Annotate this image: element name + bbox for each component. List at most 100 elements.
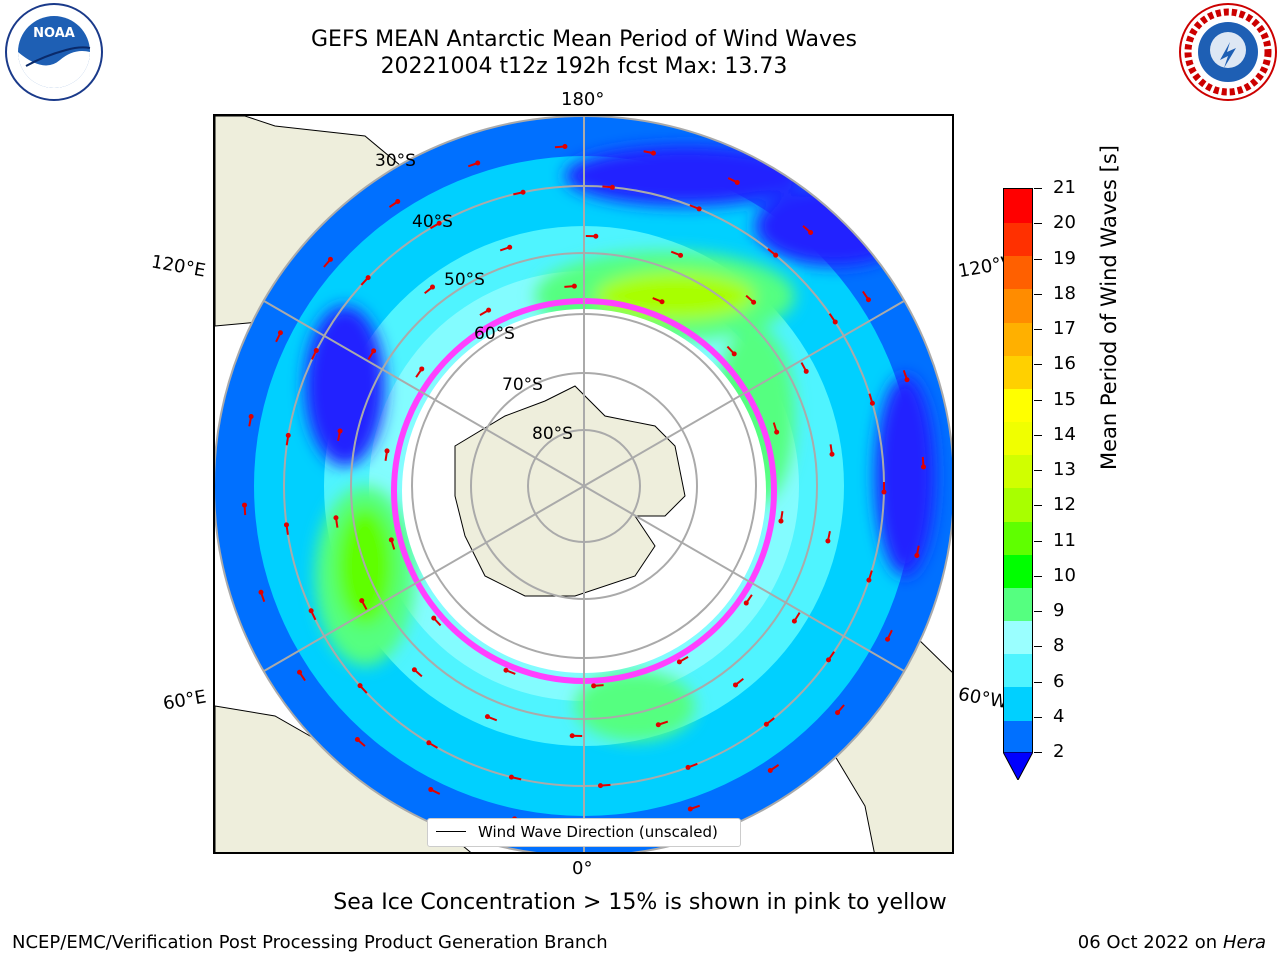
wind-wave-arrow-head [763, 721, 769, 727]
colorbar-tick [1034, 540, 1042, 542]
colorbar-tick-label: 19 [1053, 247, 1076, 269]
meridian-label-60w: 60°W [956, 683, 1010, 714]
wind-wave-arrow-head [562, 143, 568, 149]
colorbar-tick-label: 8 [1053, 635, 1065, 657]
wind-wave-arrow-head [436, 220, 442, 226]
wind-wave-arrow-head [426, 740, 432, 746]
meridian-label-60e: 60°E [161, 686, 208, 715]
wind-wave-arrow-head [354, 737, 360, 743]
wind-wave-arrow-head [914, 552, 920, 558]
colorbar-tick [1034, 575, 1042, 577]
sea-ice-note: Sea Ice Concentration > 15% is shown in … [333, 890, 947, 915]
wind-wave-arrow-head [591, 683, 597, 689]
wind-wave-arrow-head [731, 351, 737, 357]
colorbar-segment [1004, 255, 1032, 290]
colorbar-tick-label: 18 [1053, 282, 1076, 304]
wind-wave-arrow-head [371, 348, 377, 354]
colorbar-segment [1004, 288, 1032, 323]
wind-wave-arrow-head [597, 783, 603, 789]
wind-wave-arrow-head [357, 683, 363, 689]
wind-wave-arrow-head [829, 451, 835, 457]
colorbar-segment [1004, 487, 1032, 522]
wind-wave-arrow-head [484, 714, 490, 720]
wind-wave-arrow-head [486, 307, 492, 313]
wind-wave-arrow-head [865, 297, 871, 303]
colorbar-tick [1034, 223, 1042, 225]
wind-wave-arrow-head [866, 577, 872, 583]
colorbar-segment [1004, 587, 1032, 622]
colorbar-tick [1034, 646, 1042, 648]
meridian-label-0: 0° [572, 858, 593, 879]
colorbar-segment [1004, 454, 1032, 489]
wind-wave-arrow-head [475, 160, 481, 166]
colorbar-tick-label: 9 [1053, 600, 1065, 621]
colorbar-segment [1004, 354, 1032, 389]
wind-wave-arrow-head [676, 659, 682, 665]
wind-wave-arrow-head [285, 432, 291, 438]
wind-wave-arrow-head [337, 428, 343, 434]
colorbar-tick [1034, 399, 1042, 401]
colorbar-tick [1034, 434, 1042, 436]
polar-map [213, 114, 954, 854]
footer-date: 06 Oct 2022 on Hera [1078, 932, 1266, 953]
wind-wave-arrow-head [277, 330, 283, 336]
graticule [215, 116, 952, 852]
footer-host: Hera [1222, 932, 1266, 953]
wind-wave-arrow-head [921, 464, 927, 470]
colorbar-tick-label: 10 [1053, 564, 1076, 586]
wind-wave-arrow-head [507, 244, 513, 250]
wind-wave-arrow-head [248, 414, 254, 420]
colorbar-segment [1004, 553, 1032, 588]
wind-wave-arrow-head [327, 256, 333, 262]
legend-line-sample [436, 831, 466, 832]
wind-wave-arrow-head [743, 600, 749, 606]
colorbar-segment [1004, 686, 1032, 721]
lat-label-80s: 80°S [532, 424, 573, 444]
chart-title: GEFS MEAN Antarctic Mean Period of Wind … [311, 27, 857, 52]
wind-wave-arrow-head [696, 206, 702, 212]
chart-subtitle: 20221004 t12z 192h fcst Max: 13.73 [380, 54, 788, 79]
wind-wave-arrow-head [593, 233, 599, 239]
wind-wave-arrow-head [359, 598, 365, 604]
nws-logo [1179, 3, 1277, 101]
colorbar-tick-label: 21 [1053, 177, 1076, 198]
colorbar-tick-label: 15 [1053, 388, 1076, 410]
colorbar-tick-label: 16 [1053, 353, 1076, 375]
wind-wave-arrow-head [508, 774, 514, 780]
wind-wave-arrow-head [609, 184, 615, 190]
wind-wave-arrow-head [791, 618, 797, 624]
wind-wave-arrow-head [520, 189, 526, 195]
colorbar-tick-label: 6 [1053, 670, 1065, 692]
colorbar-tick-label: 20 [1053, 212, 1076, 234]
antarctica-land [454, 385, 686, 597]
colorbar-tick [1034, 716, 1042, 718]
colorbar-tick-label: 17 [1053, 318, 1076, 339]
noaa-logo: NOAA [5, 3, 103, 101]
colorbar-segment [1004, 520, 1032, 555]
wind-wave-arrow-head [774, 429, 780, 435]
colorbar-tick [1034, 293, 1042, 295]
wind-wave-arrow-head [904, 377, 910, 383]
footer-branch: NCEP/EMC/Verification Post Processing Pr… [12, 932, 608, 953]
wind-wave-arrow-head [297, 669, 303, 675]
wind-wave-arrow-head [808, 229, 814, 235]
lat-label-60s: 60°S [474, 324, 515, 344]
colorbar-extend-triangle [1003, 752, 1033, 780]
colorbar-title: Mean Period of Wind Waves [s] [1097, 145, 1121, 470]
colorbar-segment [1004, 388, 1032, 423]
wind-wave-arrow-head [313, 347, 319, 353]
wind-wave-arrow-head [885, 636, 891, 642]
wind-wave-arrow-head [571, 283, 577, 289]
colorbar-tick-label: 11 [1053, 529, 1076, 551]
wind-wave-arrow-head [308, 608, 314, 614]
wind-wave-arrow-head [751, 299, 757, 305]
colorbar-tick-label: 4 [1053, 705, 1065, 727]
colorbar-tick [1034, 681, 1042, 683]
map-legend: Wind Wave Direction (unscaled) [427, 818, 741, 847]
colorbar-segment [1004, 189, 1032, 223]
wind-wave-arrow-head [650, 150, 656, 156]
wind-wave-arrow-head [365, 275, 371, 281]
map-canvas [215, 116, 952, 852]
wind-wave-arrow-head [825, 538, 831, 544]
colorbar-tick [1034, 329, 1042, 330]
